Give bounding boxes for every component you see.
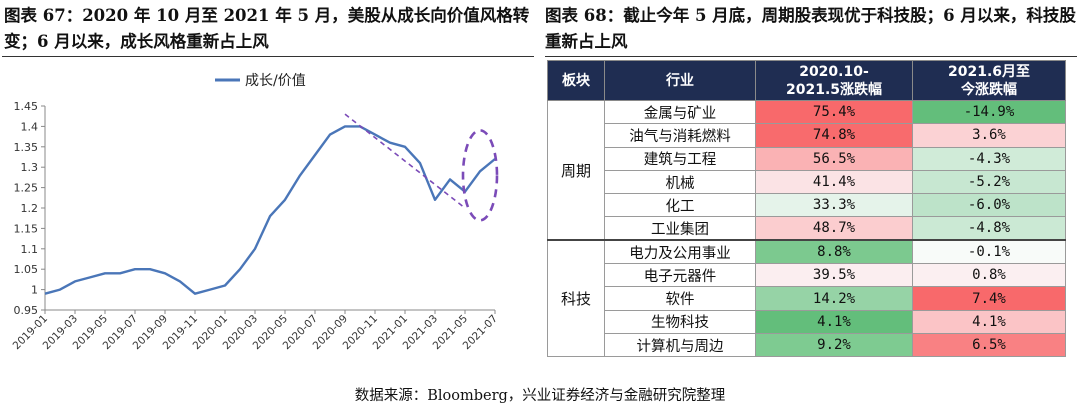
change-2021-6-to-date: 0.8% [912,263,1066,288]
table-row: 化工 33.3% -6.0% [548,193,1066,218]
y-tick-label: 1 [31,284,38,297]
y-tick-label: 1.35 [14,141,39,154]
sector-name: 金属与矿业 [604,99,756,125]
table-body: 周期 金属与矿业 75.4% -14.9% 油气与消耗燃料 74.8% 3.6% 建筑与工程 5… [547,99,1066,358]
change-2021-6-to-date: -14.9% [912,99,1066,125]
table-row: 软件 14.2% 7.4% [548,286,1066,311]
change-2020-10-2021-5: 56.5% [755,146,913,171]
y-axis: 0.95 1 1.05 1.1 1.15 1.2 1.25 1.3 1.35 1.4 1.45 [14,100,46,317]
series-layer [44,125,496,295]
sector-name: 电力及公用事业 [604,239,756,265]
change-2021-6-to-date: -5.2% [912,169,1066,195]
table-row: 油气与消耗燃料 74.8% 3.6% [548,123,1066,148]
table-header-row: 板块 行业 2020.10- 2021.5涨跌幅 2021.6月至 今涨跌幅 [547,60,1066,101]
y-tick-label: 1.25 [14,182,39,195]
x-axis: 2019-012019-032019-052019-072019-092019-… [11,309,500,352]
sector-name: 生物科技 [604,309,756,334]
sector-name: 化工 [604,193,756,218]
header-sector-group: 板块 [547,60,605,101]
header-industry: 行业 [604,60,756,101]
left-title-rule [2,56,534,57]
y-tick-label: 1.2 [21,202,39,215]
table-row: 建筑与工程 56.5% -4.3% [548,146,1066,171]
y-tick-label: 1.3 [21,161,39,174]
sector-name: 建筑与工程 [604,146,756,171]
change-2020-10-2021-5: 74.8% [755,123,913,148]
change-2020-10-2021-5: 14.2% [755,286,913,311]
header-change-2020-10-2021-5: 2020.10- 2021.5涨跌幅 [755,60,913,101]
chart-legend: 成长/价值 [215,73,306,89]
change-2021-6-to-date: -4.3% [912,146,1066,171]
table-row: 生物科技 4.1% 4.1% [548,309,1066,334]
change-2020-10-2021-5: 75.4% [755,99,913,125]
change-2021-6-to-date: 6.5% [912,332,1066,358]
sector-name: 软件 [604,286,756,311]
change-2020-10-2021-5: 8.8% [755,239,913,265]
legend-label: 成长/价值 [245,73,306,89]
growth-value-line-chart: 0.95 1 1.05 1.1 1.15 1.2 1.25 1.3 1.35 1.4 1.45 20… [11,73,501,352]
change-2021-6-to-date: -0.1% [912,239,1066,265]
change-2021-6-to-date: 7.4% [912,286,1066,311]
header-change-2021-6-to-date: 2021.6月至 今涨跌幅 [912,60,1066,101]
table-row: 电子元器件 39.5% 0.8% [548,263,1066,288]
change-2020-10-2021-5: 4.1% [755,309,913,334]
y-tick-label: 1.05 [14,263,39,276]
change-2021-6-to-date: 3.6% [912,123,1066,148]
change-2021-6-to-date: -6.0% [912,193,1066,218]
change-2021-6-to-date: 4.1% [912,309,1066,334]
group-label: 科技 [547,239,605,358]
table-row: 科技 电力及公用事业 8.8% -0.1% [547,239,1066,358]
annotation-layer [344,113,499,222]
trend-line-annotation [344,113,466,209]
change-2020-10-2021-5: 39.5% [755,263,913,288]
table-row: 计算机与周边 9.2% 6.5% [548,332,1066,358]
table-row: 机械 41.4% -5.2% [548,169,1066,195]
change-2020-10-2021-5: 48.7% [755,216,913,241]
right-title-rule [545,56,1077,57]
change-2021-6-to-date: -4.8% [912,216,1066,241]
sector-name: 电子元器件 [604,263,756,288]
change-2020-10-2021-5: 9.2% [755,332,913,358]
table-row: 工业集团 48.7% -4.8% [548,216,1066,241]
change-2020-10-2021-5: 33.3% [755,193,913,218]
y-tick-label: 1.4 [21,120,39,133]
sector-name: 机械 [604,169,756,195]
source-note: 数据来源：Bloomberg，兴业证券经济与金融研究院整理 [354,388,726,404]
y-tick-label: 1.1 [21,243,39,256]
group-label: 周期 [547,100,605,241]
sector-name: 计算机与周边 [604,332,756,358]
y-tick-label: 1.15 [14,222,39,235]
sector-name: 油气与消耗燃料 [604,123,756,148]
table-row: 周期 金属与矿业 75.4% -14.9% [547,99,1066,241]
sector-name: 工业集团 [604,216,756,241]
y-tick-label: 0.95 [14,304,39,317]
left-figure-title: 图表 67：2020 年 10 月至 2021 年 5 月，美股从成长向价值风格… [4,6,530,51]
sector-performance-table: 板块 行业 2020.10- 2021.5涨跌幅 2021.6月至 今涨跌幅 周期金… [547,60,1066,358]
right-figure-title: 图表 68：截止今年 5 月底，周期股表现优于科技股；6 月以来，科技股重新占上… [545,6,1076,51]
highlight-ellipse-annotation [461,129,499,222]
y-tick-label: 1.45 [14,100,39,113]
change-2020-10-2021-5: 41.4% [755,169,913,195]
series-line [44,125,496,295]
